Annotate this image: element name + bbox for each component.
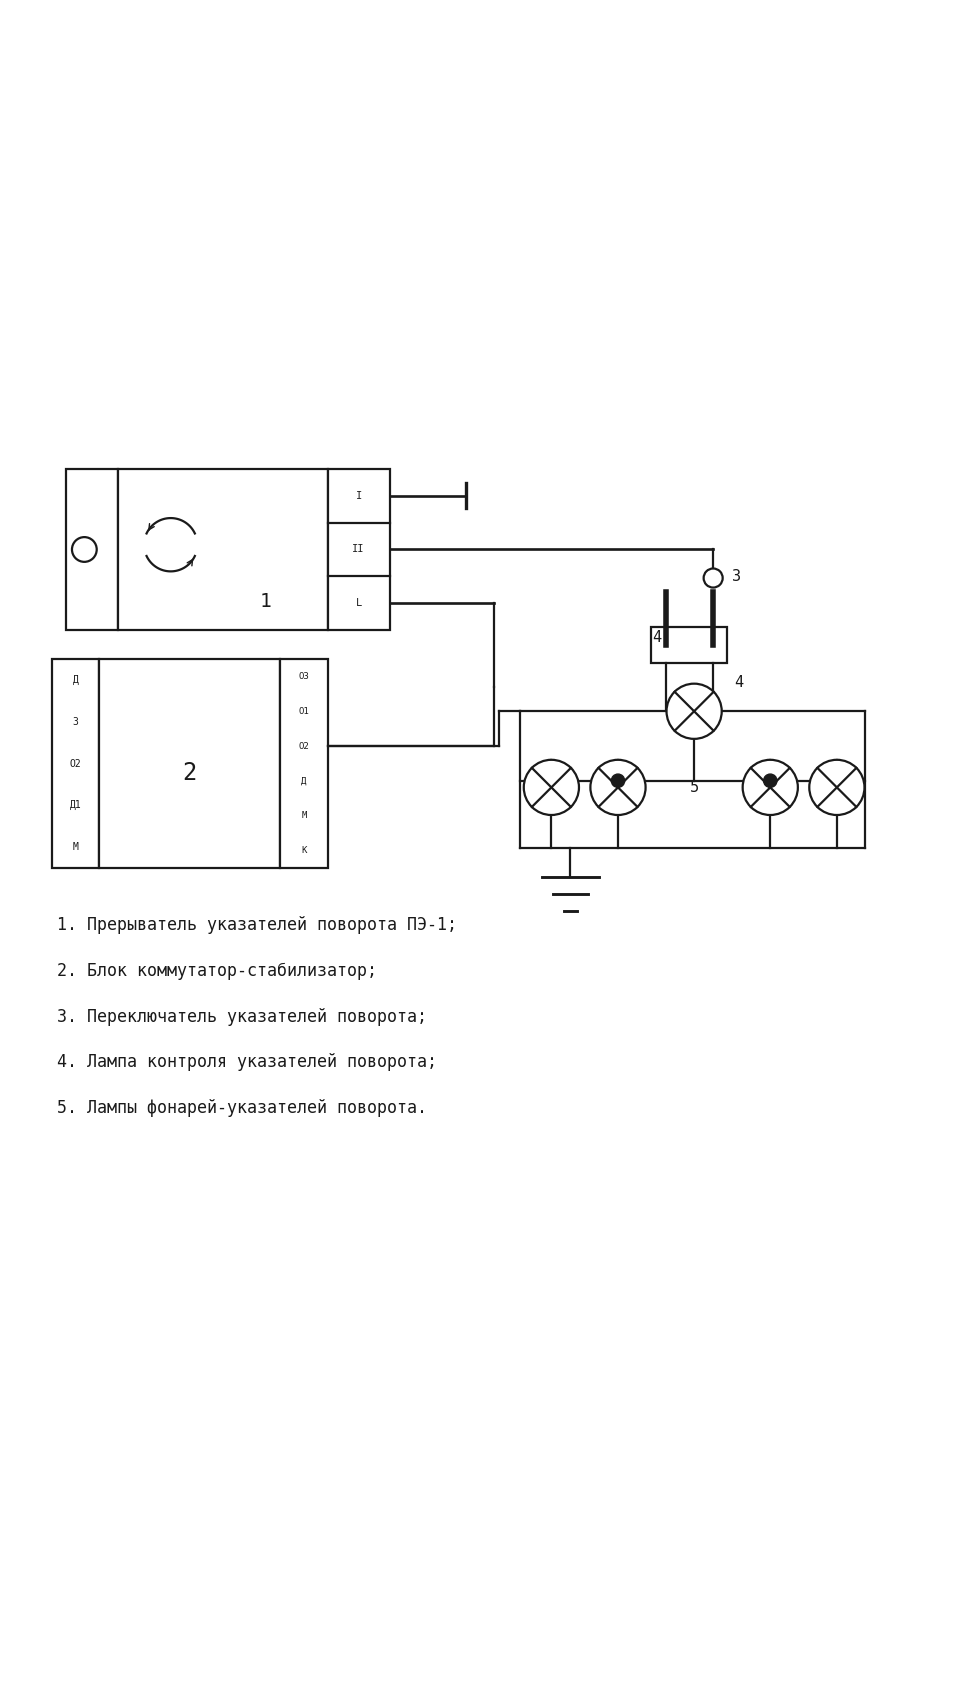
Text: О2: О2 — [70, 758, 82, 768]
Text: Д: Д — [301, 777, 306, 785]
Text: О1: О1 — [299, 706, 309, 716]
Bar — [118, 468, 327, 630]
Text: Д1: Д1 — [70, 801, 82, 811]
Bar — [99, 659, 280, 868]
Circle shape — [666, 684, 722, 738]
Circle shape — [524, 760, 579, 816]
Text: О2: О2 — [299, 741, 309, 750]
Text: 3. Переключатель указателей поворота;: 3. Переключатель указателей поворота; — [57, 1008, 426, 1025]
Text: I: I — [355, 490, 362, 500]
Text: З: З — [73, 716, 79, 726]
Text: L: L — [355, 598, 362, 608]
Text: О3: О3 — [299, 672, 309, 681]
Text: 4: 4 — [652, 630, 660, 645]
Text: 2. Блок коммутатор-стабилизатор;: 2. Блок коммутатор-стабилизатор; — [57, 963, 376, 980]
Circle shape — [704, 569, 723, 588]
Text: II: II — [352, 544, 365, 554]
Bar — [651, 627, 728, 662]
Text: 2: 2 — [182, 762, 197, 785]
Text: 4. Лампа контроля указателей поворота;: 4. Лампа контроля указателей поворота; — [57, 1054, 437, 1071]
Text: 5. Лампы фонарей-указателей поворота.: 5. Лампы фонарей-указателей поворота. — [57, 1100, 426, 1116]
Text: М: М — [73, 843, 79, 853]
Text: М: М — [301, 811, 306, 821]
Circle shape — [809, 760, 864, 816]
Circle shape — [763, 774, 777, 787]
Text: 1. Прерыватель указателей поворота ПЭ-1;: 1. Прерыватель указателей поворота ПЭ-1; — [57, 917, 457, 934]
Circle shape — [590, 760, 645, 816]
Circle shape — [612, 774, 625, 787]
Bar — [327, 468, 390, 630]
Text: 5: 5 — [689, 780, 699, 796]
Text: 3: 3 — [732, 569, 741, 584]
Text: 1: 1 — [260, 593, 272, 611]
Bar — [66, 468, 118, 630]
Text: К: К — [301, 846, 306, 855]
Bar — [280, 659, 327, 868]
Text: Д: Д — [73, 676, 79, 684]
Bar — [52, 659, 99, 868]
Circle shape — [743, 760, 798, 816]
Text: 4: 4 — [734, 676, 743, 691]
